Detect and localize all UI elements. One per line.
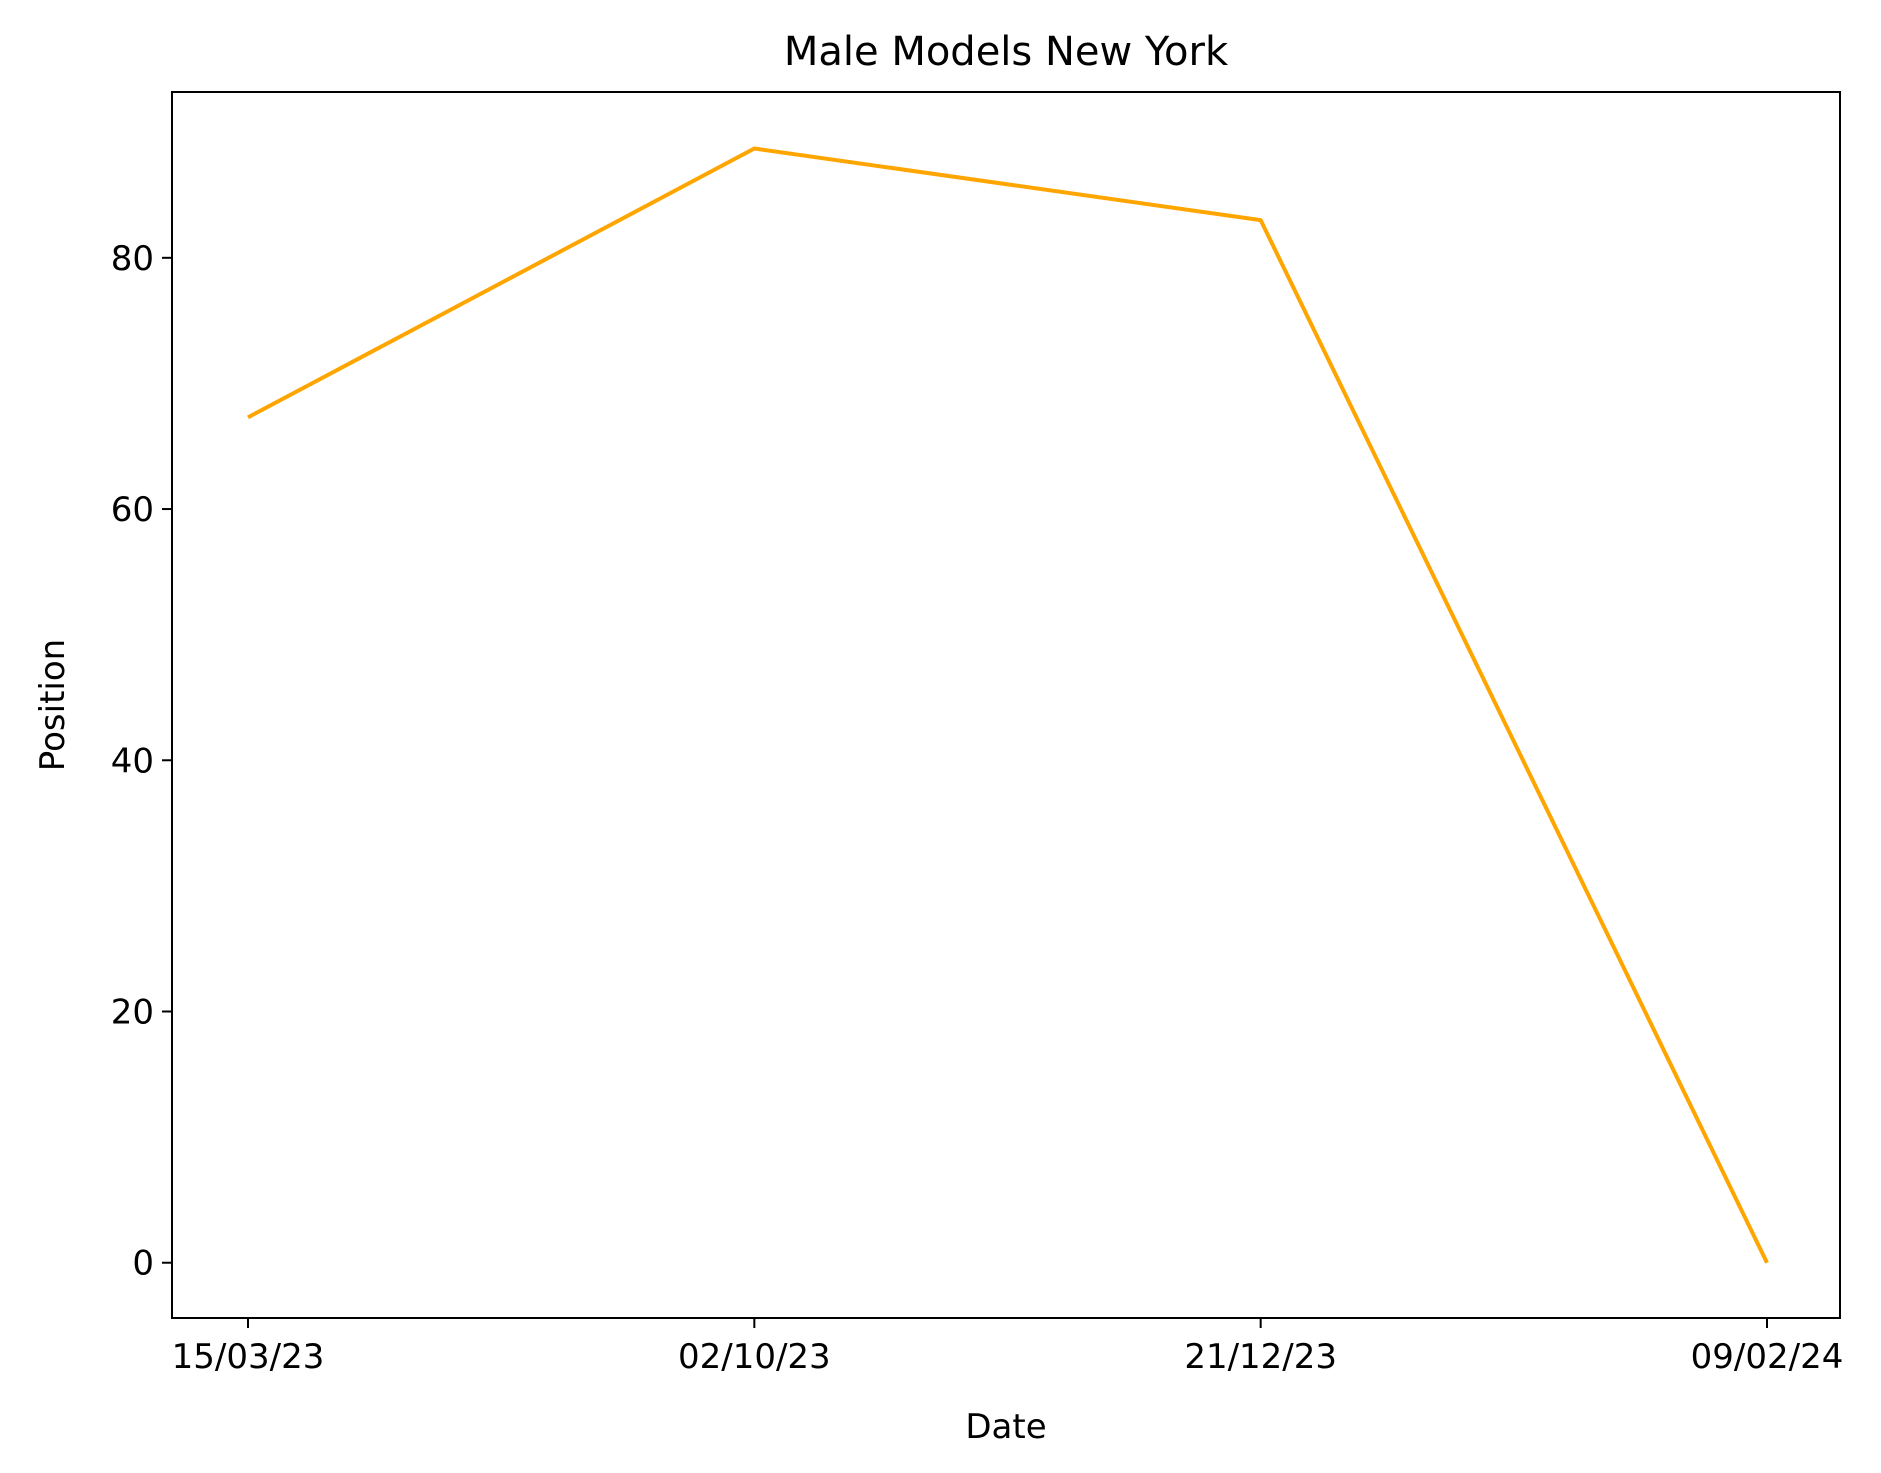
y-tick-label: 80 [111,239,154,279]
y-tick-label: 40 [111,741,154,781]
y-axis: 0 20 40 60 80 [111,239,172,1284]
x-axis: 15/03/23 02/10/23 21/12/23 09/02/24 [172,1318,1844,1377]
y-tick-label: 20 [111,993,154,1033]
x-axis-label: Date [965,1407,1046,1447]
x-tick-label: 21/12/23 [1184,1337,1337,1377]
series-layer [247,146,1769,1264]
chart-title: Male Models New York [784,29,1229,75]
x-tick-label: 02/10/23 [678,1337,831,1377]
y-tick-label: 0 [132,1244,154,1284]
series-line [247,146,1769,1264]
x-tick-label: 09/02/24 [1691,1337,1844,1377]
y-axis-label: Position [33,639,73,771]
plot-frame [171,91,1841,1319]
x-tick-label: 15/03/23 [172,1337,325,1377]
y-tick-label: 60 [111,490,154,530]
